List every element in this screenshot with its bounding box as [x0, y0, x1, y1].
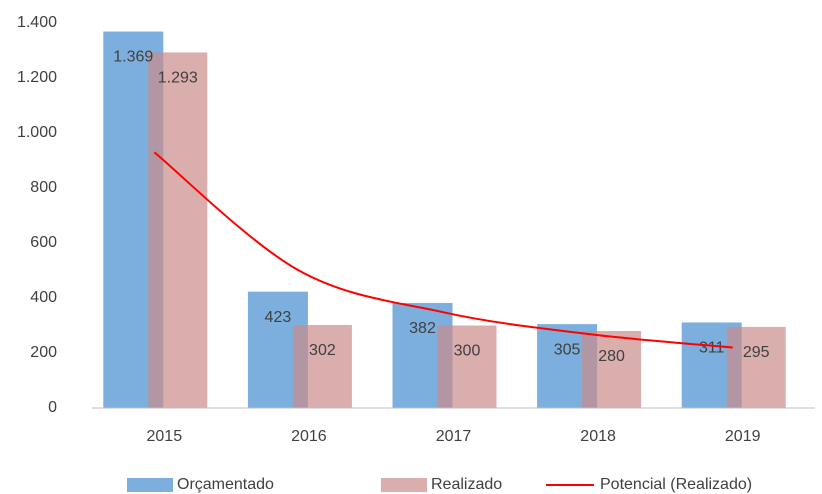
legend-label: Realizado	[431, 476, 502, 493]
bar	[148, 52, 208, 409]
legend-swatch	[381, 478, 427, 492]
y-tick-label: 800	[30, 179, 57, 196]
data-label: 280	[598, 348, 625, 365]
data-label: 311	[699, 340, 725, 357]
x-tick-label: 2016	[291, 428, 327, 445]
y-tick-label: 600	[30, 234, 57, 251]
data-label: 305	[554, 341, 581, 358]
y-tick-label: 200	[30, 344, 57, 361]
bar	[437, 325, 497, 408]
y-tick-label: 0	[48, 399, 57, 416]
bar	[292, 324, 352, 408]
x-tick-label: 2019	[725, 428, 761, 445]
y-tick-label: 400	[30, 289, 57, 306]
data-label: 302	[309, 342, 336, 359]
y-tick-label: 1.400	[17, 14, 57, 31]
x-tick-label: 2018	[580, 428, 616, 445]
data-label: 423	[265, 309, 292, 326]
y-tick-label: 1.000	[17, 124, 57, 141]
data-label: 295	[743, 344, 770, 361]
x-tick-label: 2015	[147, 428, 183, 445]
data-label: 382	[409, 320, 436, 337]
data-label: 1.293	[158, 70, 198, 87]
data-label: 1.369	[113, 49, 153, 66]
bar	[726, 326, 786, 408]
legend-swatch	[127, 478, 173, 492]
bar	[582, 331, 642, 408]
trend-line	[153, 151, 733, 349]
data-label: 300	[454, 343, 481, 360]
y-tick-label: 1.200	[17, 69, 57, 86]
x-tick-label: 2017	[436, 428, 472, 445]
legend-label: Potencial (Realizado)	[600, 476, 752, 493]
legend-label: Orçamentado	[177, 476, 274, 493]
